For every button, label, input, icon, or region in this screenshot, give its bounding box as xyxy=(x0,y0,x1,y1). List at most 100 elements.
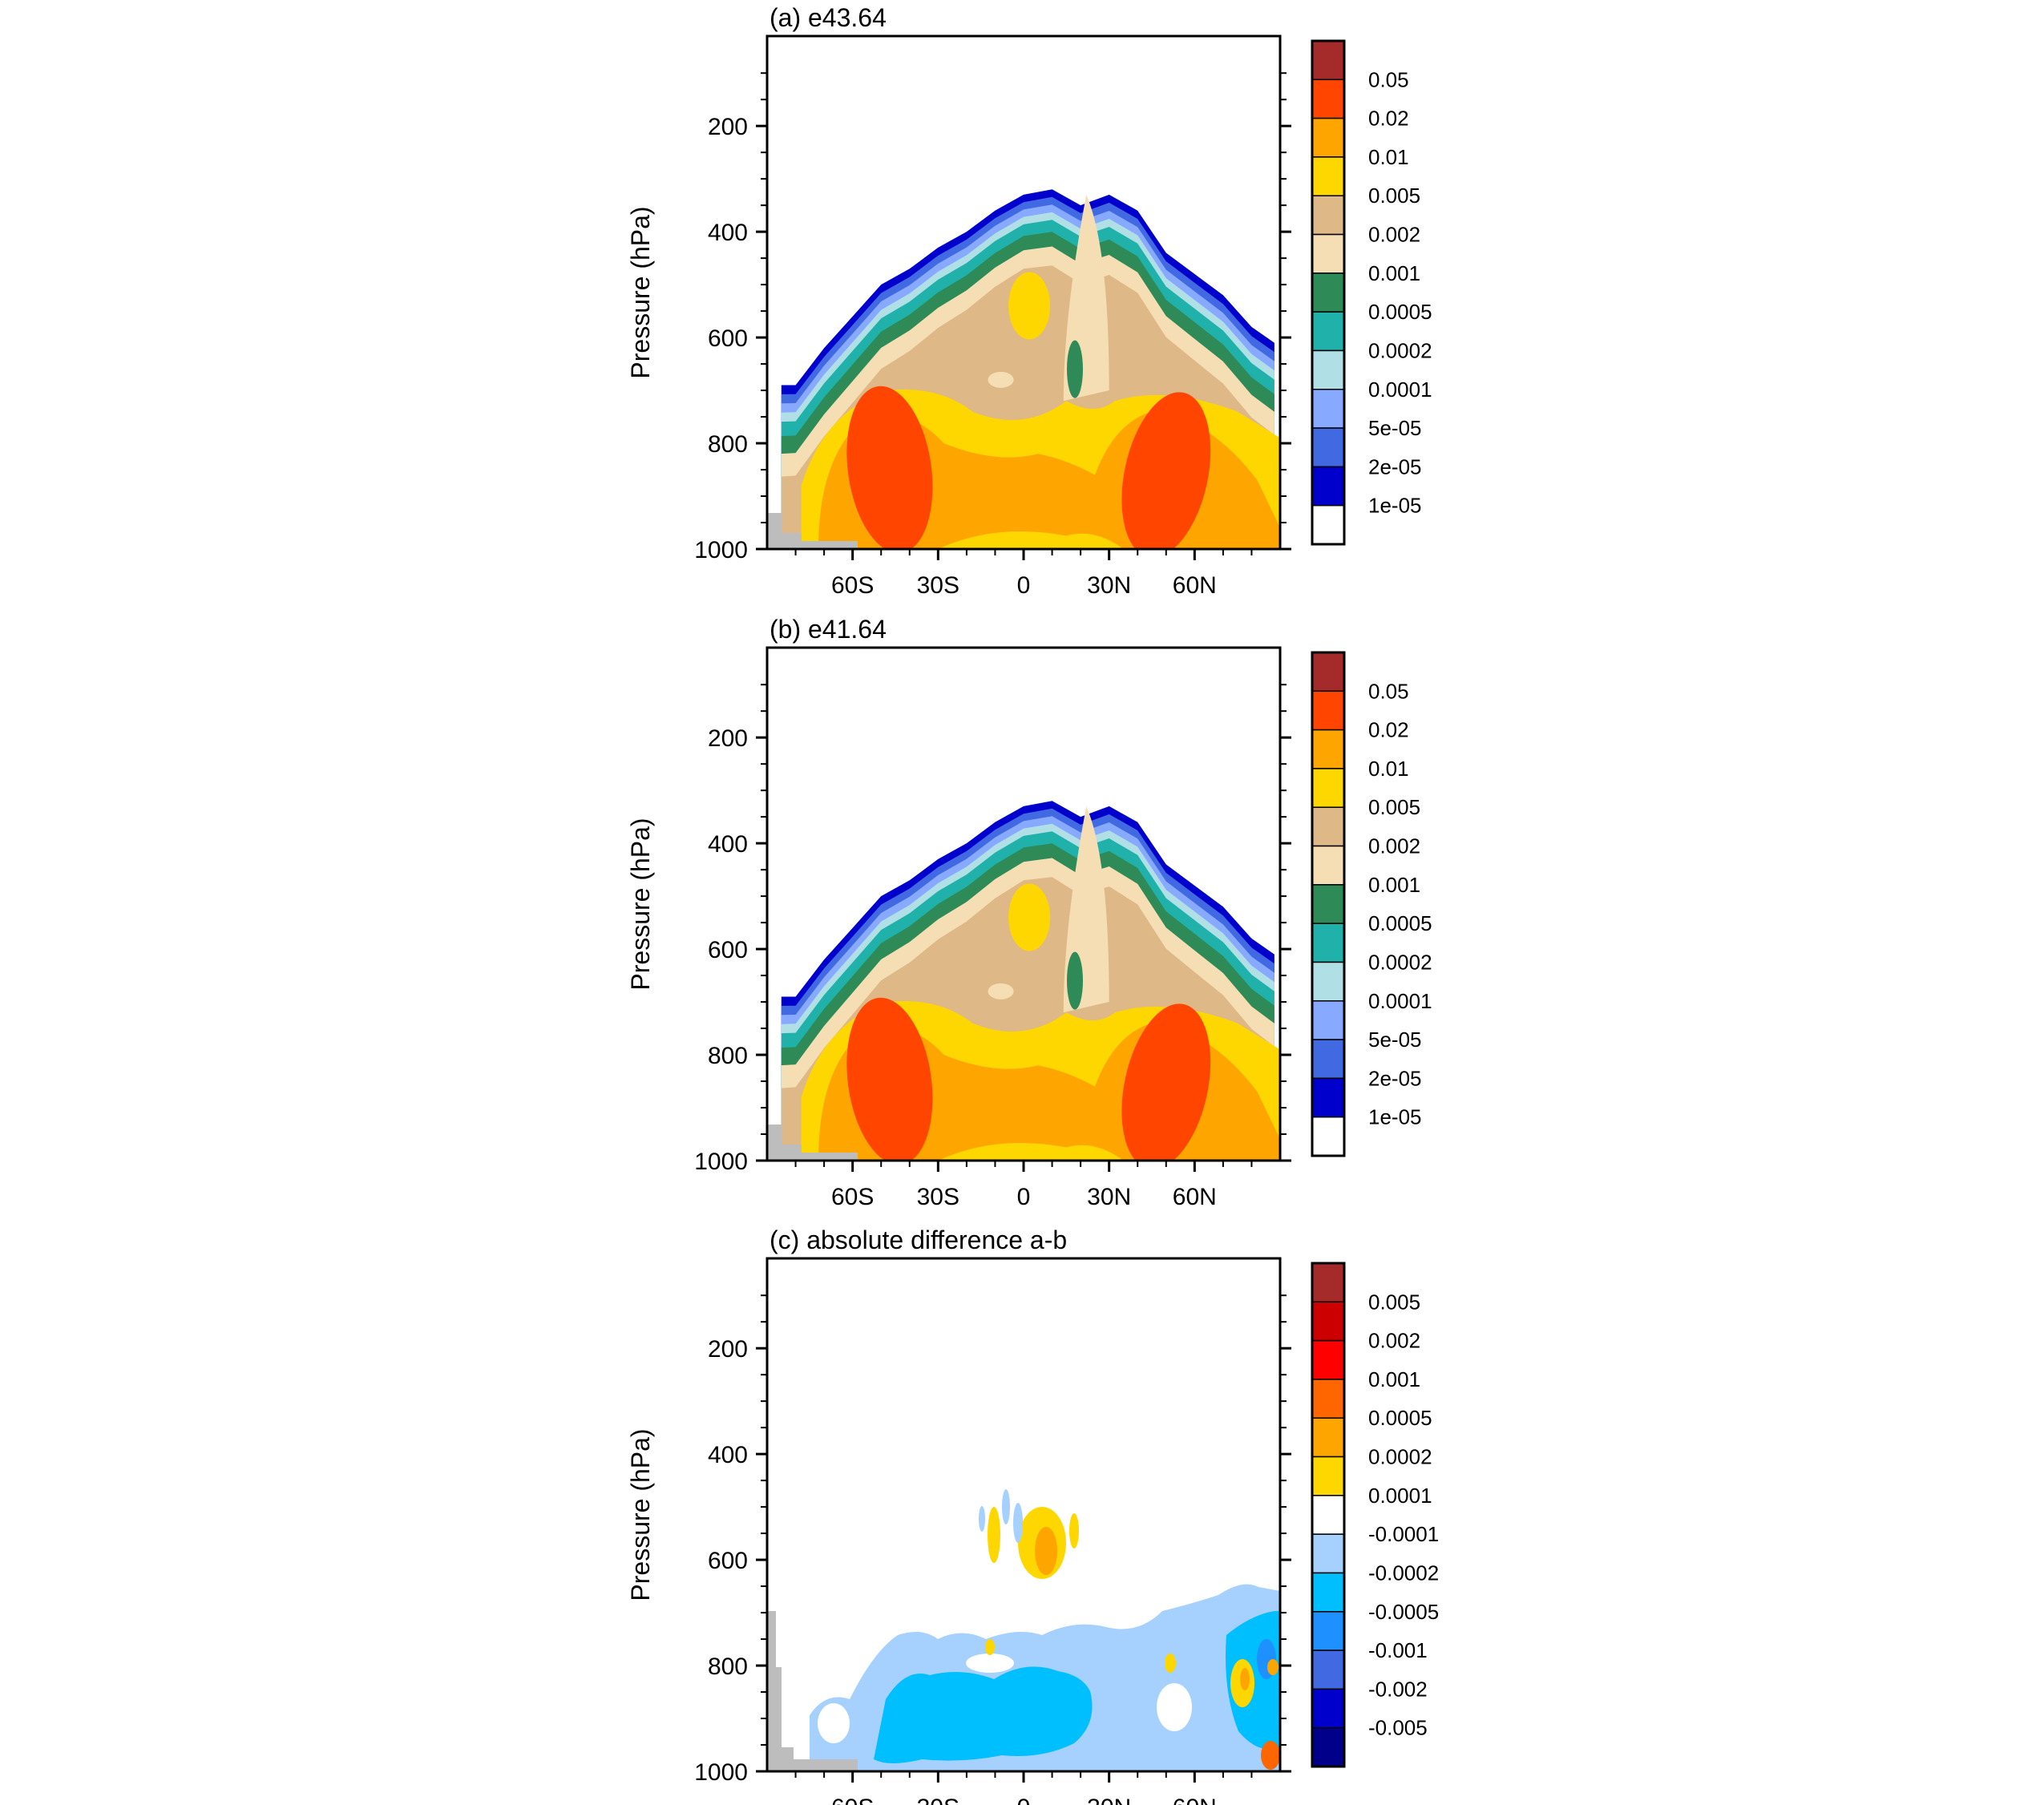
orange-max-core xyxy=(1121,1003,1211,1161)
colorbar-label: 0.0001 xyxy=(1368,989,1432,1013)
x-tick-label: 30N xyxy=(1087,1795,1131,1805)
colorbar-swatch xyxy=(1311,1650,1345,1690)
colorbar-label: 0.001 xyxy=(1368,261,1420,285)
cream-speck xyxy=(988,983,1014,999)
y-axis-label: Pressure (hPa) xyxy=(626,818,655,990)
colorbar-label: 0.05 xyxy=(1368,679,1409,703)
colorbar-label: 0.02 xyxy=(1368,718,1409,742)
y-tick-label: 800 xyxy=(708,1654,748,1680)
x-ticks: 60S 30S 0 30N 60N xyxy=(794,1771,1253,1805)
colorbar-swatch xyxy=(1311,79,1345,119)
colorbar-swatch xyxy=(1311,156,1345,196)
colorbar-label: 5e-05 xyxy=(1368,416,1422,440)
x-tick-label: 0 xyxy=(1017,572,1031,599)
y-tick-label: 400 xyxy=(708,1442,748,1468)
colorbar-label: 0.005 xyxy=(1368,795,1420,819)
colorbar-label: -0.002 xyxy=(1368,1677,1428,1701)
colorbar-swatch xyxy=(1311,1688,1345,1729)
colorbar-swatch xyxy=(1311,504,1345,545)
x-tick-label: 60N xyxy=(1173,572,1217,599)
colorbar-swatch xyxy=(1311,1495,1345,1535)
colorbar-swatch xyxy=(1311,729,1345,769)
colorbar: 0.05 0.02 0.01 0.005 0.002 0.001 0.0005 0.0002 0… xyxy=(1311,651,1432,1157)
y-ticks: 200 400 600 800 1000 xyxy=(694,684,1291,1175)
colorbar-swatch xyxy=(1311,1379,1345,1419)
colorbar-label: 0.0002 xyxy=(1368,338,1432,362)
colorbar-swatch xyxy=(1311,427,1345,468)
x-tick-label: 0 xyxy=(1017,1184,1031,1210)
colorbar-label: 0.002 xyxy=(1368,834,1420,858)
colorbar-swatch xyxy=(1311,311,1345,352)
y-axis-label: Pressure (hPa) xyxy=(626,206,655,378)
y-tick-label: 600 xyxy=(708,325,748,352)
y-tick-label: 800 xyxy=(708,431,748,458)
colorbar-swatch xyxy=(1311,233,1345,274)
panel-b: (b) e41.64 Pressure (hPa) 200 400 600 800 10… xyxy=(626,615,1432,1210)
colorbar-swatch xyxy=(1311,961,1345,1002)
colorbar-swatch xyxy=(1311,117,1345,158)
positive-cluster-upper xyxy=(979,1489,1079,1579)
difference-field xyxy=(810,1489,1280,1771)
colorbar-swatch xyxy=(1311,884,1345,924)
colorbar-label: -0.0002 xyxy=(1368,1561,1439,1585)
yellow-bottom-strip xyxy=(938,1143,1124,1161)
colorbar-frame xyxy=(1311,1262,1346,1768)
y-tick-label: 1000 xyxy=(694,1149,748,1175)
colorbar-label: -0.0001 xyxy=(1368,1522,1439,1546)
colorbar-label: 5e-05 xyxy=(1368,1028,1422,1052)
y-tick-label: 200 xyxy=(708,114,748,140)
colorbar-label: 1e-05 xyxy=(1368,494,1422,518)
y-tick-label: 400 xyxy=(708,831,748,858)
colorbar-label: -0.001 xyxy=(1368,1638,1428,1662)
surface-mask xyxy=(767,1125,858,1161)
colorbar-swatch xyxy=(1311,1116,1345,1157)
colorbar: 0.005 0.002 0.001 0.0005 0.0002 0.0001 -0.0001… xyxy=(1311,1262,1439,1768)
y-ticks: 200 400 600 800 1000 xyxy=(694,72,1291,563)
colorbar-swatch xyxy=(1311,768,1345,808)
colorbar-swatch xyxy=(1311,923,1345,963)
y-tick-label: 200 xyxy=(708,725,748,752)
colorbar-swatch xyxy=(1311,845,1345,886)
surface-mask xyxy=(767,1611,858,1771)
colorbar-swatch xyxy=(1311,652,1345,693)
colorbar-swatch xyxy=(1311,349,1345,390)
colorbar-swatch xyxy=(1311,195,1345,236)
panel-title: (a) e43.64 xyxy=(770,3,887,32)
y-tick-label: 800 xyxy=(708,1043,748,1069)
colorbar-swatch xyxy=(1311,1000,1345,1040)
colorbar-swatch xyxy=(1311,1726,1345,1767)
upper-yellow-blob xyxy=(1008,883,1051,951)
y-tick-label: 600 xyxy=(708,1548,748,1574)
orange-core-layer xyxy=(801,386,1280,549)
y-tick-label: 400 xyxy=(708,220,748,246)
colorbar-label: 0.0005 xyxy=(1368,300,1432,324)
panel-title: (b) e41.64 xyxy=(770,615,887,644)
colorbar-swatch xyxy=(1311,389,1345,429)
x-tick-label: 60S xyxy=(831,1184,874,1210)
colorbar-swatch xyxy=(1311,806,1345,847)
y-tick-label: 1000 xyxy=(694,537,748,563)
surface-mask xyxy=(767,513,858,549)
colorbar-label: 0.0005 xyxy=(1368,1406,1432,1430)
y-tick-label: 600 xyxy=(708,937,748,963)
positive-cluster-lower xyxy=(985,1639,1280,1770)
y-axis-label: Pressure (hPa) xyxy=(626,1428,655,1601)
x-tick-label: 30N xyxy=(1087,572,1131,599)
colorbar: 0.05 0.02 0.01 0.005 0.002 0.001 0.0005 0.0002 0… xyxy=(1311,39,1432,546)
x-tick-label: 30S xyxy=(917,1795,959,1805)
colorbar-frame xyxy=(1311,39,1346,546)
x-tick-label: 30S xyxy=(917,572,959,599)
colorbar-swatch xyxy=(1311,1301,1345,1342)
colorbar-swatch xyxy=(1311,273,1345,313)
green-notch xyxy=(1067,340,1083,398)
x-ticks: 60S 30S 0 30N 60N xyxy=(794,1161,1253,1210)
colorbar-swatch xyxy=(1311,466,1345,507)
y-ticks: 200 400 600 800 1000 xyxy=(694,1294,1291,1786)
colorbar-swatch xyxy=(1311,1039,1345,1080)
green-notch xyxy=(1067,951,1083,1010)
orange-max-core xyxy=(846,386,933,549)
colorbar-label: 0.0005 xyxy=(1368,911,1432,935)
panel-title: (c) absolute difference a-b xyxy=(770,1226,1067,1254)
yellow-bottom-strip xyxy=(938,531,1124,549)
negative-band-core xyxy=(874,1666,1093,1763)
